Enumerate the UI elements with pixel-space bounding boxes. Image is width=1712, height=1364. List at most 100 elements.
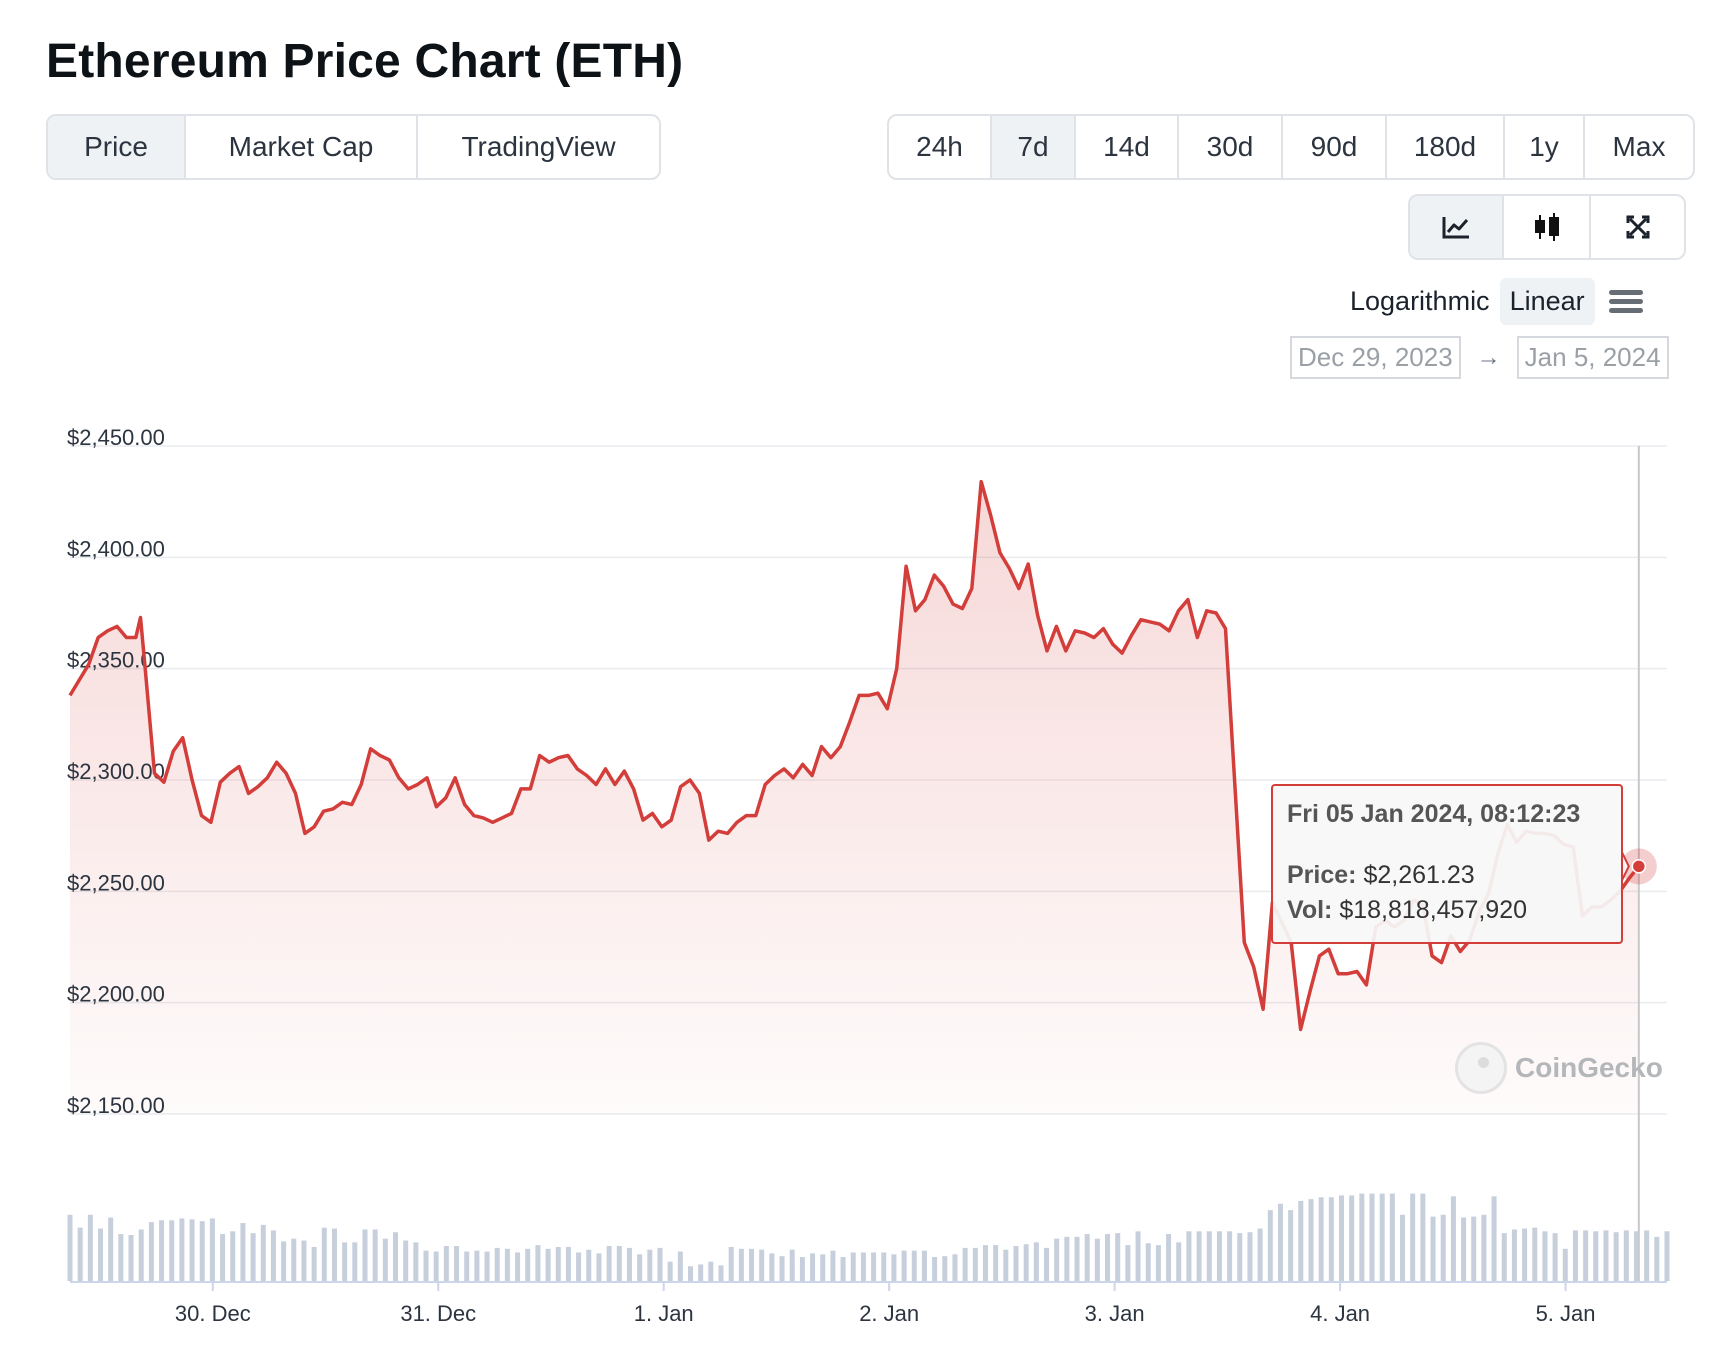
tab-market-cap[interactable]: Market Cap	[186, 116, 418, 178]
volume-bar	[810, 1253, 816, 1281]
scale-linear[interactable]: Linear	[1499, 278, 1595, 325]
volume-bar	[443, 1246, 449, 1281]
scale-logarithmic[interactable]: Logarithmic	[1350, 286, 1490, 316]
candlestick-button[interactable]	[1504, 196, 1591, 258]
volume-bar	[1542, 1231, 1548, 1281]
volume-bar	[1583, 1230, 1589, 1281]
volume-bar	[1491, 1196, 1497, 1281]
volume-bar	[331, 1228, 337, 1281]
volume-bar	[1420, 1193, 1426, 1281]
volume-bar	[881, 1252, 887, 1281]
volume-bar	[108, 1217, 114, 1281]
chart-type-tabs	[1408, 194, 1686, 260]
volume-bar	[1054, 1238, 1060, 1281]
volume-bar	[1562, 1248, 1568, 1281]
volume-bar	[1064, 1236, 1070, 1281]
volume-bar	[1461, 1217, 1467, 1281]
volume-bar	[484, 1251, 490, 1281]
volume-bar	[606, 1246, 612, 1281]
volume-bar	[708, 1261, 714, 1281]
volume-bar	[1572, 1230, 1578, 1281]
volume-bar	[423, 1250, 429, 1281]
tooltip-price-value: $2,261.23	[1363, 861, 1475, 889]
x-tick-label: 31. Dec	[400, 1301, 476, 1326]
line-chart-icon	[1442, 217, 1469, 239]
tooltip-price-label: Price:	[1287, 861, 1357, 889]
volume-bar	[840, 1257, 846, 1281]
range-max[interactable]: Max	[1612, 131, 1666, 162]
volume-bar	[1440, 1214, 1446, 1281]
volume-bar	[1359, 1193, 1365, 1281]
arrow-right-icon: →	[1476, 343, 1501, 371]
tooltip-vol-label: Vol:	[1287, 896, 1333, 924]
volume-bar	[993, 1245, 999, 1281]
menu-icon[interactable]	[1607, 287, 1645, 317]
volume-bar	[1308, 1199, 1314, 1281]
volume-bar	[1613, 1232, 1619, 1281]
coingecko-watermark: CoinGecko	[1455, 1042, 1663, 1094]
y-tick-label: $2,400.00	[67, 536, 165, 561]
x-tick-label: 4. Jan	[1310, 1301, 1370, 1326]
volume-bar	[860, 1252, 866, 1281]
volume-bar	[372, 1229, 378, 1281]
candlestick-icon	[1534, 213, 1559, 241]
range-90d[interactable]: 90d	[1283, 116, 1387, 178]
price-area	[70, 481, 1639, 1115]
volume-bar	[1338, 1195, 1344, 1281]
range-24h[interactable]: 24h	[889, 116, 992, 178]
fullscreen-button[interactable]	[1591, 196, 1684, 258]
x-tick-label: 3. Jan	[1085, 1301, 1145, 1326]
range-180d[interactable]: 180d	[1387, 116, 1505, 178]
volume-bar	[850, 1252, 856, 1281]
volume-bar	[962, 1247, 968, 1281]
range-7d[interactable]: 7d	[992, 116, 1076, 178]
volume-bar	[504, 1248, 510, 1281]
tab-price[interactable]: Price	[48, 116, 186, 178]
volume-bar	[626, 1247, 632, 1281]
volume-bar	[199, 1221, 205, 1281]
volume-bar	[1094, 1238, 1100, 1281]
x-tick-label: 5. Jan	[1536, 1301, 1596, 1326]
range-14d[interactable]: 14d	[1076, 116, 1179, 178]
volume-bar	[67, 1214, 73, 1281]
tooltip-vol-value: $18,818,457,920	[1339, 896, 1528, 924]
volume-bar	[362, 1229, 368, 1281]
date-to-input[interactable]: Jan 5, 2024	[1516, 336, 1669, 379]
volume-bar	[321, 1227, 327, 1281]
volume-bar	[515, 1252, 521, 1281]
x-tick-label: 30. Dec	[175, 1301, 251, 1326]
volume-bar	[677, 1251, 683, 1281]
range-30d[interactable]: 30d	[1179, 116, 1283, 178]
volume-bar	[1125, 1245, 1131, 1281]
volume-bar	[1430, 1216, 1436, 1281]
volume-bar	[1135, 1231, 1141, 1281]
volume-bar	[921, 1250, 927, 1281]
x-tick-label: 2. Jan	[859, 1301, 919, 1326]
volume-bars	[67, 1193, 1670, 1281]
volume-bar	[1288, 1210, 1294, 1281]
volume-bar	[1237, 1233, 1243, 1281]
coingecko-logo-icon	[1455, 1042, 1507, 1094]
volume-bar	[657, 1247, 663, 1281]
volume-bar	[393, 1232, 399, 1281]
volume-bar	[291, 1238, 297, 1281]
date-from-input[interactable]: Dec 29, 2023	[1290, 336, 1461, 379]
volume-bar	[789, 1249, 795, 1281]
range-tabs: 24h 7d 14d 30d 90d 180d 1y Max	[887, 114, 1695, 180]
volume-bar	[148, 1222, 154, 1281]
range-1y[interactable]: 1y	[1505, 116, 1585, 178]
date-range: Dec 29, 2023 → Jan 5, 2024	[1290, 336, 1669, 379]
volume-bar	[1389, 1193, 1395, 1281]
line-chart-button[interactable]	[1410, 196, 1504, 258]
volume-bar	[1186, 1231, 1192, 1281]
volume-bar	[1369, 1193, 1375, 1281]
volume-bar	[494, 1247, 500, 1281]
y-tick-label: $2,350.00	[67, 648, 165, 673]
volume-bar	[138, 1229, 144, 1281]
volume-bar	[901, 1250, 907, 1281]
tab-tradingview[interactable]: TradingView	[461, 131, 616, 162]
volume-bar	[159, 1220, 165, 1281]
volume-bar	[1084, 1234, 1090, 1281]
volume-bar	[637, 1254, 643, 1281]
